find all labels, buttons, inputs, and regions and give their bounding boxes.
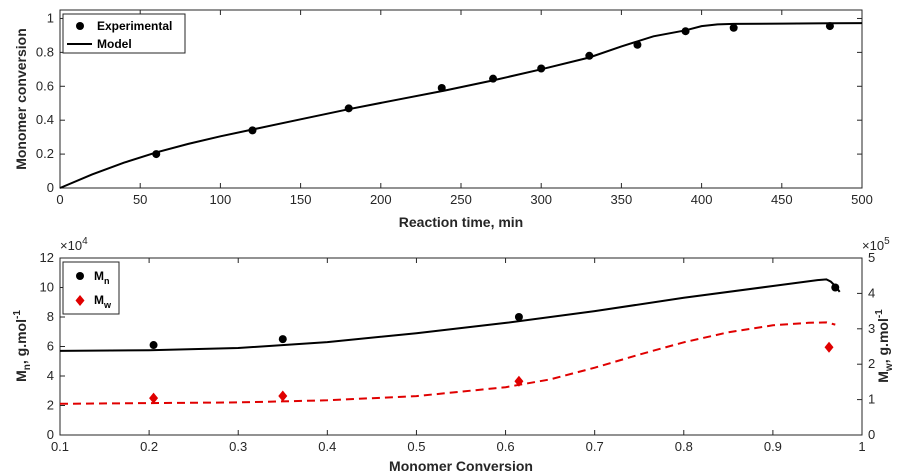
top-y-axis-label: Monomer conversion [13,28,29,170]
bottom-x-axis-label: Monomer Conversion [389,458,533,474]
bottom-x-tick-label: 0.2 [140,439,158,454]
bottom-legend-box [62,261,120,315]
mn-model-line [59,278,841,352]
bottom-plot-area [59,257,863,436]
bottom-left-y-tick-label: 12 [40,250,54,265]
top-x-tick-label: 350 [611,192,633,207]
mn-experimental-point [514,313,523,321]
mw-experimental-point [278,390,288,402]
mw-experimental-points [149,341,834,404]
bottom-left-y-tick-label: 0 [47,427,54,442]
mn-experimental-point [278,335,287,344]
bottom-right-y-tick-label: 5 [868,250,875,265]
mw-model-line [59,321,836,405]
mw-experimental-point [824,341,834,353]
right-axis-multiplier: ×105 [862,236,890,253]
bottom-x-tick-label: 0.5 [407,439,425,454]
bottom-x-ticks: 0.1 0.2 0.3 0.4 0.5 0.6 0.7 0.8 0.9 1 [51,258,866,454]
mn-experimental-points [149,283,840,350]
top-legend-label-experimental: Experimental [97,19,172,33]
bottom-right-y-tick-label: 2 [868,356,875,371]
bottom-legend-label-mn: Mn [94,269,110,286]
top-legend-marker-experimental [76,22,84,30]
top-experimental-point [437,83,446,92]
bottom-right-y-tick-label: 3 [868,321,875,336]
top-y-tick-label: 0.2 [36,146,54,161]
bottom-legend: Mn Mw [62,261,120,315]
bottom-x-tick-label: 0.9 [764,439,782,454]
top-legend-box [62,13,186,54]
bottom-right-y-tick-label: 4 [868,285,875,300]
top-experimental-point [729,23,738,32]
bottom-left-y-tick-label: 8 [47,309,54,324]
bottom-left-y-tick-label: 2 [47,398,54,413]
bottom-legend-label-mw: Mw [94,293,112,310]
bottom-left-y-axis-label: Mn, g.mol-1 [12,310,33,382]
top-y-tick-label: 0 [47,180,54,195]
top-x-tick-label: 400 [691,192,713,207]
top-legend: Experimental Model [62,13,186,54]
top-x-axis-label: Reaction time, min [399,214,523,230]
top-plot-area [59,9,863,189]
top-y-tick-label: 1 [47,10,54,25]
bottom-x-tick-label: 1 [858,439,865,454]
top-experimental-point [537,64,546,73]
bottom-x-tick-label: 0.3 [229,439,247,454]
top-x-ticks: 0 50 100 150 200 250 300 350 400 450 500 [56,10,873,207]
top-experimental-point [825,22,834,31]
bottom-legend-marker-mw [75,295,85,306]
top-y-tick-label: 0.8 [36,44,54,59]
mn-experimental-point [831,283,840,292]
top-x-tick-label: 300 [530,192,552,207]
top-experimental-point [152,150,161,159]
left-axis-multiplier: ×104 [60,236,88,253]
top-experimental-point [681,27,690,36]
top-legend-label-model: Model [97,37,132,51]
top-experimental-point [489,74,498,83]
mn-experimental-point [149,341,158,350]
top-x-tick-label: 250 [450,192,472,207]
top-x-tick-label: 200 [370,192,392,207]
bottom-x-tick-label: 0.7 [586,439,604,454]
bottom-right-y-axis-label: Mw, g.mol-1 [874,309,895,383]
top-experimental-point [248,126,257,135]
bottom-x-tick-label: 0.6 [497,439,515,454]
bottom-right-y-tick-label: 1 [868,392,875,407]
bottom-x-tick-label: 0.4 [318,439,336,454]
top-x-tick-label: 450 [771,192,793,207]
top-x-tick-label: 150 [290,192,312,207]
top-experimental-point [633,40,642,49]
bottom-left-y-ticks: 0 2 4 6 8 10 12 [40,250,65,442]
mw-experimental-point [514,375,524,387]
top-x-tick-label: 100 [210,192,232,207]
top-x-tick-label: 50 [133,192,147,207]
bottom-x-tick-label: 0.8 [675,439,693,454]
top-chart: 0 50 100 150 200 250 300 350 400 450 500 0 0.2 0.4 0.… [13,9,873,230]
bottom-left-y-tick-label: 4 [47,368,54,383]
mw-experimental-point [149,392,159,404]
top-experimental-points [152,22,834,159]
bottom-left-y-tick-label: 6 [47,339,54,354]
bottom-right-y-ticks: 0 1 2 3 4 5 [857,250,875,442]
bottom-right-y-tick-label: 0 [868,427,875,442]
top-experimental-point [344,104,353,113]
bottom-left-y-tick-label: 10 [40,280,54,295]
top-x-tick-label: 500 [851,192,873,207]
top-x-tick-label: 0 [56,192,63,207]
top-y-tick-label: 0.4 [36,112,54,127]
top-y-tick-label: 0.6 [36,78,54,93]
bottom-x-tick-label: 0.1 [51,439,69,454]
top-y-ticks: 0 0.2 0.4 0.6 0.8 1 [36,10,862,195]
bottom-legend-marker-mn [76,272,84,280]
top-experimental-point [585,51,594,60]
